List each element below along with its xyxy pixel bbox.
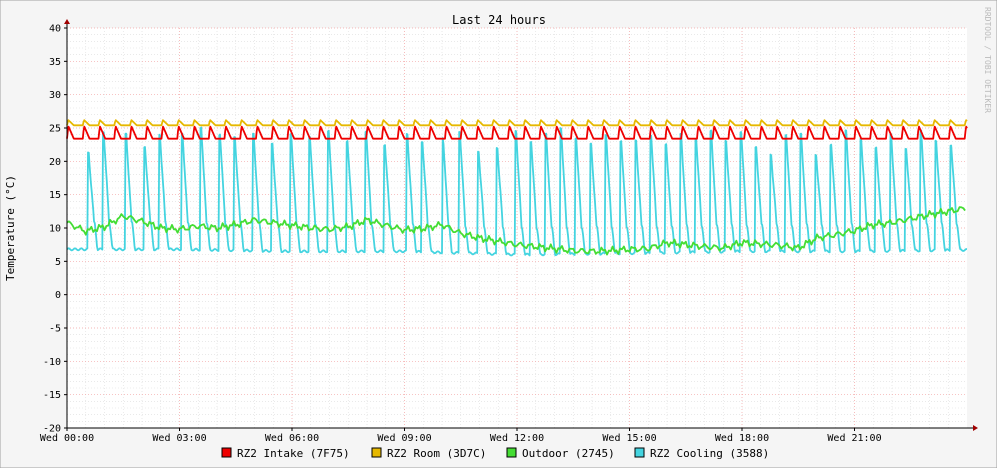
grid: [66, 27, 967, 429]
x-tick-label: Wed 21:00: [827, 433, 881, 444]
rrdtool-watermark: RRDTOOL / TOBI OETIKER: [983, 7, 992, 113]
legend-swatch: [221, 447, 232, 458]
y-tick-label: 20: [49, 157, 61, 168]
y-tick-label: -20: [43, 424, 61, 435]
legend-swatch: [506, 447, 517, 458]
y-tick-label: 10: [49, 224, 61, 235]
legend-label: RZ2 Intake (7F75): [237, 447, 350, 460]
x-tick-label: Wed 06:00: [265, 433, 319, 444]
legend-label: RZ2 Cooling (3588): [650, 447, 769, 460]
x-tick-label: Wed 03:00: [152, 433, 206, 444]
series-line-cooling: [66, 126, 968, 257]
x-tick-label: Wed 12:00: [490, 433, 544, 444]
y-axis-arrow: [64, 19, 70, 24]
y-tick-label: -15: [43, 390, 61, 401]
x-tick-label: Wed 18:00: [715, 433, 769, 444]
y-axis-label: Temperature (°C): [4, 175, 17, 281]
x-axis-arrow: [973, 425, 978, 431]
y-tick-label: 0: [55, 290, 61, 301]
series-line-outdoor: [66, 206, 966, 256]
y-tick-label: 25: [49, 124, 61, 135]
y-tick-label: 40: [49, 24, 61, 35]
series-line-intake: [66, 125, 968, 140]
x-tick-label: Wed 00:00: [40, 433, 94, 444]
x-tick-label: Wed 09:00: [377, 433, 431, 444]
series-line-room: [66, 119, 968, 127]
x-tick-label: Wed 15:00: [602, 433, 656, 444]
legend-label: RZ2 Room (3D7C): [387, 447, 486, 460]
y-tick-label: 30: [49, 90, 61, 101]
legend-swatch: [634, 447, 645, 458]
y-tick-label: -10: [43, 357, 61, 368]
legend: RZ2 Intake (7F75) RZ2 Room (3D7C) Outdoor …: [221, 447, 769, 460]
series-layer: [66, 119, 968, 257]
y-tick-label: -5: [49, 324, 61, 335]
chart-title: Last 24 hours: [452, 13, 546, 27]
y-tick-label: 35: [49, 57, 61, 68]
y-tick-label: 5: [55, 257, 61, 268]
legend-swatch: [371, 447, 382, 458]
legend-label: Outdoor (2745): [522, 447, 615, 460]
y-tick-label: 15: [49, 190, 61, 201]
